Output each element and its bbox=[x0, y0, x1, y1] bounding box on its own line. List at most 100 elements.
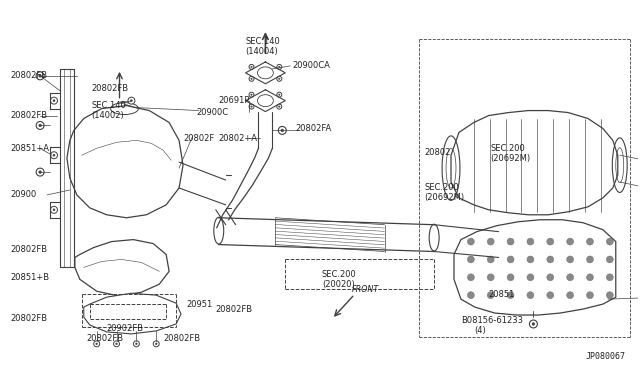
Circle shape bbox=[547, 256, 554, 263]
Text: SEC.140: SEC.140 bbox=[92, 101, 127, 110]
Polygon shape bbox=[454, 220, 616, 315]
Circle shape bbox=[487, 238, 494, 245]
Text: 20802FB: 20802FB bbox=[10, 245, 47, 254]
Circle shape bbox=[527, 292, 534, 299]
Text: 20802FB: 20802FB bbox=[10, 111, 47, 120]
Text: 20902FB: 20902FB bbox=[107, 324, 143, 333]
Circle shape bbox=[51, 206, 58, 213]
Circle shape bbox=[153, 341, 159, 347]
Circle shape bbox=[527, 238, 534, 245]
Circle shape bbox=[487, 292, 494, 299]
Circle shape bbox=[566, 274, 573, 281]
Circle shape bbox=[53, 209, 55, 211]
Polygon shape bbox=[451, 110, 618, 215]
Circle shape bbox=[38, 171, 42, 173]
Circle shape bbox=[277, 92, 282, 97]
Circle shape bbox=[467, 256, 474, 263]
Circle shape bbox=[586, 292, 593, 299]
Circle shape bbox=[566, 292, 573, 299]
Circle shape bbox=[36, 122, 44, 129]
Text: 20900: 20900 bbox=[10, 190, 36, 199]
Circle shape bbox=[278, 94, 280, 96]
Circle shape bbox=[487, 274, 494, 281]
Circle shape bbox=[586, 274, 593, 281]
Text: FRONT: FRONT bbox=[352, 285, 379, 294]
Circle shape bbox=[278, 78, 280, 80]
Text: 20802FB: 20802FB bbox=[92, 84, 129, 93]
Circle shape bbox=[547, 292, 554, 299]
Text: 20802FB: 20802FB bbox=[163, 334, 200, 343]
Circle shape bbox=[133, 341, 140, 347]
Circle shape bbox=[156, 343, 157, 345]
Circle shape bbox=[281, 129, 284, 132]
Text: SEC.140: SEC.140 bbox=[246, 36, 280, 46]
Polygon shape bbox=[67, 106, 183, 218]
Circle shape bbox=[467, 292, 474, 299]
Circle shape bbox=[249, 64, 254, 69]
Circle shape bbox=[277, 76, 282, 81]
Circle shape bbox=[53, 100, 55, 102]
Text: B08156-61233: B08156-61233 bbox=[461, 317, 523, 326]
Text: 20851+B: 20851+B bbox=[10, 273, 49, 282]
Circle shape bbox=[93, 341, 100, 347]
Circle shape bbox=[36, 72, 44, 80]
Circle shape bbox=[278, 106, 280, 108]
Circle shape bbox=[249, 104, 254, 109]
Text: 20802FB: 20802FB bbox=[10, 71, 47, 80]
Text: 20802: 20802 bbox=[424, 148, 451, 157]
Circle shape bbox=[53, 154, 55, 156]
Text: 20951: 20951 bbox=[186, 299, 212, 309]
Text: (4): (4) bbox=[474, 326, 486, 336]
Circle shape bbox=[116, 343, 117, 345]
Circle shape bbox=[487, 256, 494, 263]
Text: (20692M): (20692M) bbox=[424, 193, 465, 202]
Circle shape bbox=[278, 126, 286, 134]
Circle shape bbox=[113, 341, 120, 347]
Circle shape bbox=[606, 256, 613, 263]
Text: 20900CA: 20900CA bbox=[292, 61, 330, 70]
Polygon shape bbox=[75, 240, 169, 296]
Circle shape bbox=[251, 78, 252, 80]
Circle shape bbox=[507, 256, 514, 263]
Circle shape bbox=[527, 256, 534, 263]
Circle shape bbox=[467, 274, 474, 281]
Circle shape bbox=[586, 256, 593, 263]
Text: 20802F: 20802F bbox=[183, 134, 214, 143]
Text: 20802FB: 20802FB bbox=[10, 314, 47, 324]
Text: 20802FB: 20802FB bbox=[87, 334, 124, 343]
Text: 20900C: 20900C bbox=[196, 108, 228, 117]
Text: (14002): (14002) bbox=[92, 111, 124, 120]
Text: 20691P: 20691P bbox=[219, 96, 250, 105]
Circle shape bbox=[606, 238, 613, 245]
Circle shape bbox=[51, 152, 58, 159]
Circle shape bbox=[36, 168, 44, 176]
Circle shape bbox=[249, 76, 254, 81]
Text: SEC.200: SEC.200 bbox=[424, 183, 459, 192]
Circle shape bbox=[507, 238, 514, 245]
Text: 20851: 20851 bbox=[489, 290, 515, 299]
Text: JP080067: JP080067 bbox=[586, 352, 626, 361]
Circle shape bbox=[278, 66, 280, 68]
Circle shape bbox=[251, 106, 252, 108]
Text: 20851+A: 20851+A bbox=[10, 144, 49, 153]
Text: 20802FA: 20802FA bbox=[295, 124, 332, 133]
Circle shape bbox=[131, 100, 132, 102]
Circle shape bbox=[128, 97, 135, 104]
Circle shape bbox=[529, 320, 538, 328]
Circle shape bbox=[277, 64, 282, 69]
Circle shape bbox=[606, 292, 613, 299]
Circle shape bbox=[136, 343, 137, 345]
Text: SEC.200: SEC.200 bbox=[491, 144, 525, 153]
Circle shape bbox=[507, 274, 514, 281]
Circle shape bbox=[467, 238, 474, 245]
Circle shape bbox=[566, 238, 573, 245]
Circle shape bbox=[547, 238, 554, 245]
Circle shape bbox=[566, 256, 573, 263]
Circle shape bbox=[96, 343, 97, 345]
Text: 20802+A: 20802+A bbox=[219, 134, 258, 143]
Text: (20692M): (20692M) bbox=[491, 154, 531, 163]
Text: 20802FB: 20802FB bbox=[216, 305, 253, 314]
Circle shape bbox=[547, 274, 554, 281]
Circle shape bbox=[277, 104, 282, 109]
Polygon shape bbox=[84, 293, 181, 334]
